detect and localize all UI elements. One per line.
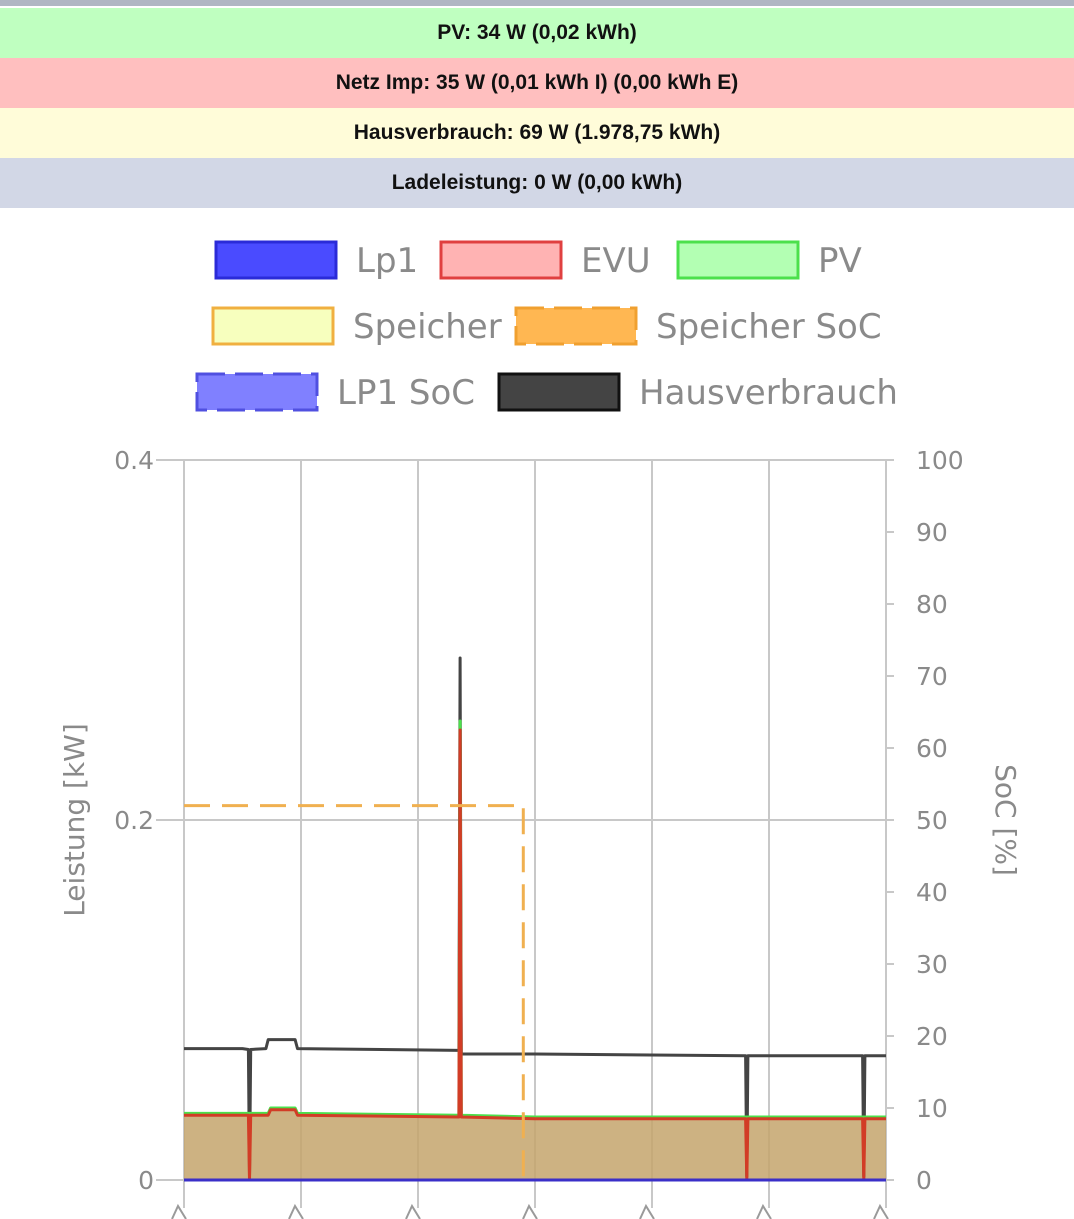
charging-status-bar: Ladeleistung: 0 W (0,00 kWh) (0, 158, 1074, 208)
legend-item-lp1-soc: LP1 SoC (195, 372, 475, 413)
series-line-speicher-soc (184, 804, 525, 1180)
legend-swatch-lp1-soc (195, 372, 319, 412)
y-right-tick-label: 90 (916, 518, 948, 547)
y-left-tick-label: 0.2 (114, 806, 154, 835)
grid-status-bar: Netz Imp: 35 W (0,01 kWh I) (0,00 kWh E) (0, 58, 1074, 108)
charging-status-text: Ladeleistung: 0 W (0,00 kWh) (391, 171, 683, 194)
y-right-tick-label: 40 (916, 878, 948, 907)
y-right-tick-label: 0 (916, 1166, 932, 1195)
y-right-tick-label: 100 (916, 446, 964, 475)
y-right-tick-label: 60 (916, 734, 948, 763)
y-right-axis-title: SoC [%] (989, 764, 1022, 876)
x-tick-mark (756, 1203, 772, 1219)
legend-label-lp1-soc: LP1 SoC (337, 373, 475, 413)
x-tick-mark (873, 1203, 889, 1219)
house-consumption-status-text: Hausverbrauch: 69 W (1.978,75 kWh) (353, 121, 721, 144)
legend-swatch-lp1 (214, 240, 338, 280)
pv-status-text: PV: 34 W (0,02 kWh) (437, 21, 637, 44)
legend-item-evu: EVU (439, 240, 651, 281)
x-tick-mark (405, 1203, 421, 1219)
legend-item-speicher: Speicher (211, 306, 502, 347)
grid-status-text: Netz Imp: 35 W (0,01 kWh I) (0,00 kWh E) (335, 71, 739, 94)
legend-label-speicher-soc: Speicher SoC (656, 307, 882, 347)
chart-series (184, 656, 886, 1182)
legend-item-hausverbrauch: Hausverbrauch (497, 372, 898, 413)
y-left-tick-label: 0.4 (114, 446, 154, 475)
series-area-evu (184, 730, 886, 1180)
y-right-tick-label: 10 (916, 1094, 948, 1123)
top-border (0, 0, 1074, 6)
legend-label-evu: EVU (581, 241, 651, 281)
y-right-tick-label: 30 (916, 950, 948, 979)
x-tick-mark (288, 1203, 304, 1219)
legend-swatch-speicher (211, 306, 335, 346)
legend-item-lp1: Lp1 (214, 240, 418, 281)
legend-label-speicher: Speicher (353, 307, 502, 347)
legend-label-hausverbrauch: Hausverbrauch (639, 373, 898, 413)
legend-swatch-speicher-soc (514, 306, 638, 346)
legend-item-pv: PV (676, 240, 862, 281)
chart-grid (156, 459, 894, 1219)
legend-label-lp1: Lp1 (356, 241, 418, 281)
pv-status-bar: PV: 34 W (0,02 kWh) (0, 8, 1074, 58)
y-right-tick-label: 20 (916, 1022, 948, 1051)
x-tick-mark (639, 1203, 655, 1219)
legend-label-pv: PV (818, 241, 862, 281)
y-left-axis-title: Leistung [kW] (58, 723, 91, 917)
y-right-tick-label: 50 (916, 806, 948, 835)
legend-swatch-pv (676, 240, 800, 280)
house-consumption-status-bar: Hausverbrauch: 69 W (1.978,75 kWh) (0, 108, 1074, 158)
legend-swatch-evu (439, 240, 563, 280)
legend-item-speicher-soc: Speicher SoC (514, 306, 882, 347)
power-chart: Lp1 EVU PV Speicher Speicher SoC LP1 SoC Hausv… (58, 240, 1022, 1219)
x-tick-mark (171, 1203, 187, 1219)
x-tick-mark (522, 1203, 538, 1219)
y-left-tick-label: 0 (138, 1166, 154, 1195)
y-right-tick-label: 80 (916, 590, 948, 619)
y-right-tick-label: 70 (916, 662, 948, 691)
legend-swatch-hausverbrauch (497, 372, 621, 412)
series-line-evu (184, 728, 886, 1182)
